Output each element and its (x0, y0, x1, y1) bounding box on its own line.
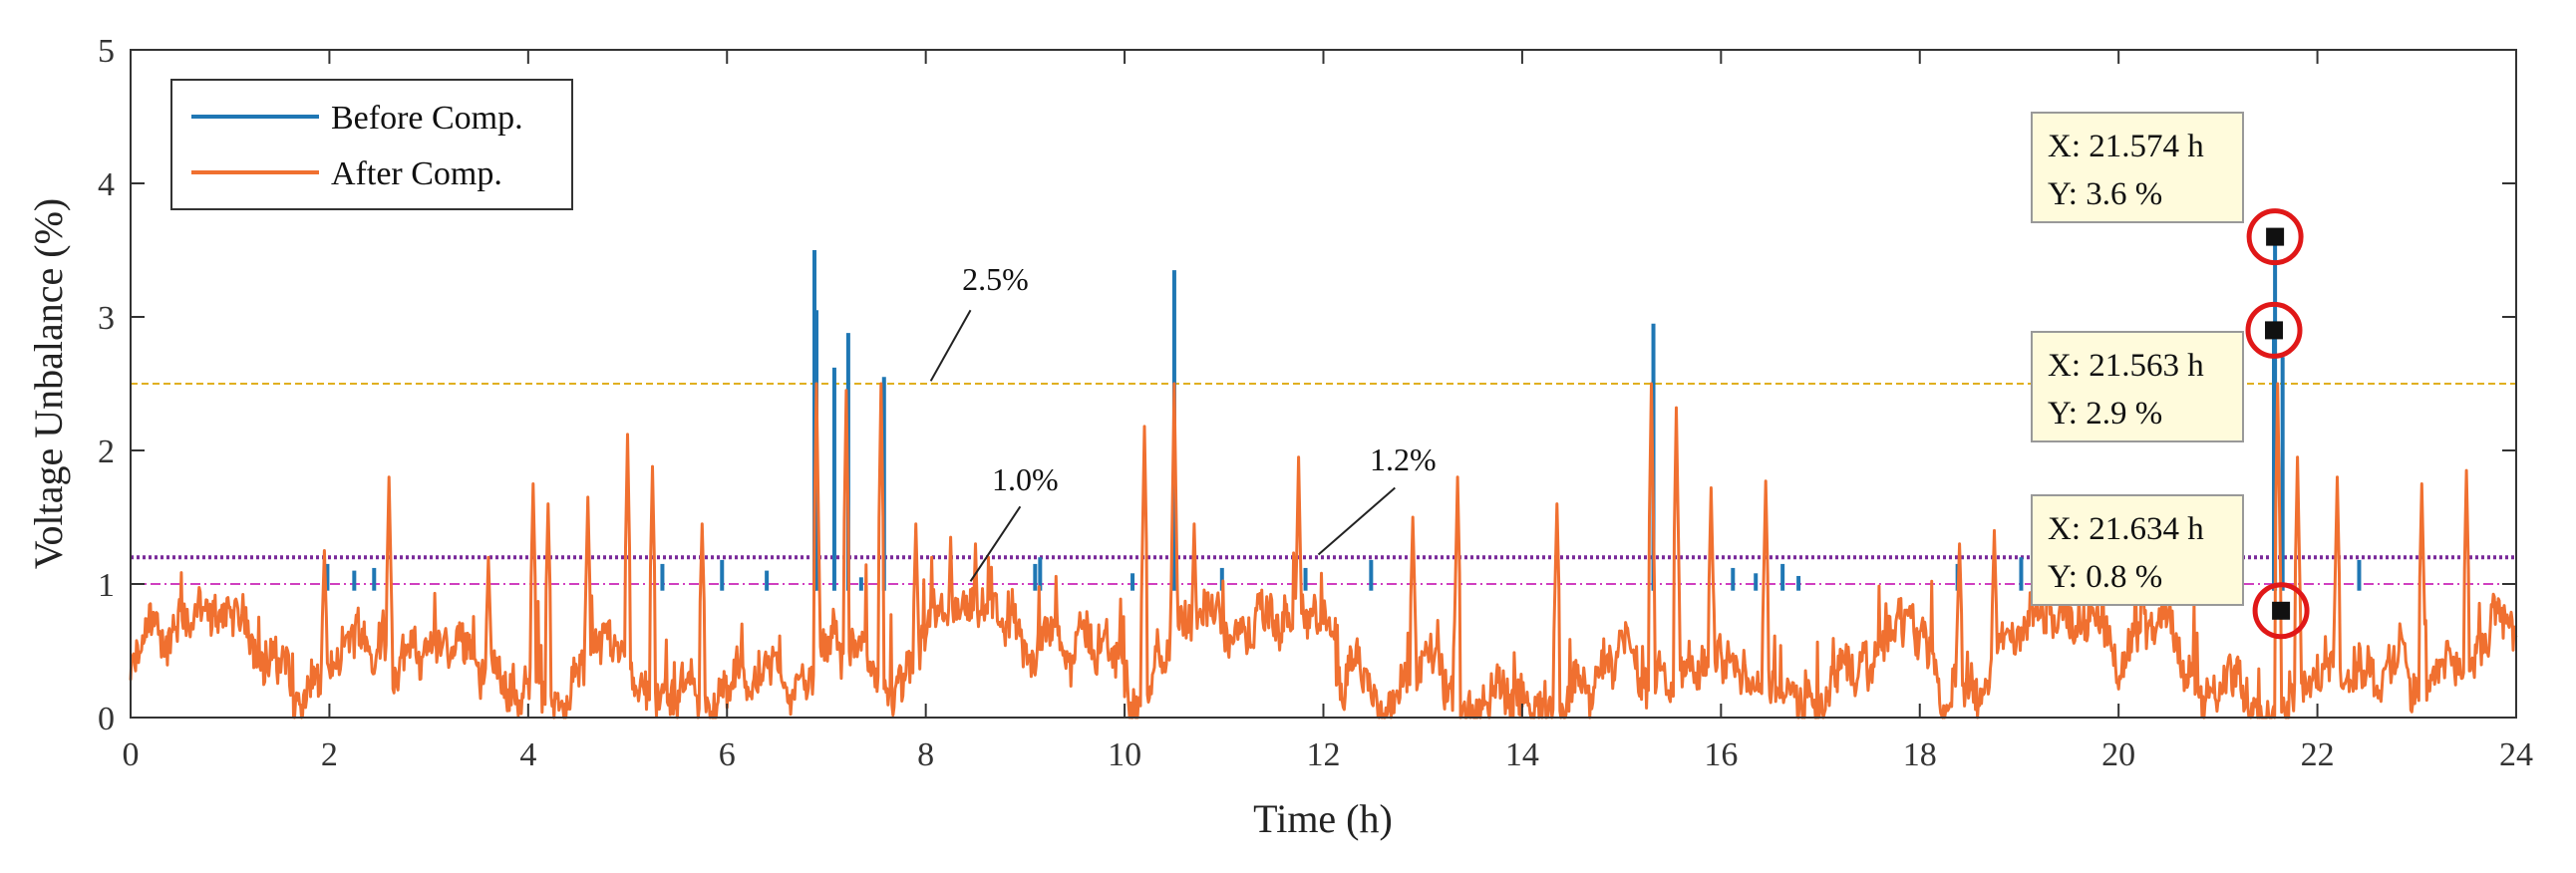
annotation-leader-2 (1317, 486, 1396, 556)
y-tick-label-5: 5 (98, 33, 115, 70)
x-tick-label-4: 8 (917, 736, 934, 773)
datatips: X: 21.574 h Y: 3.6 % X: 21.563 h Y: 2.9 % X:… (2031, 112, 2310, 640)
x-tick-label-11: 22 (2301, 736, 2335, 773)
legend-label-after: After Comp. (331, 155, 502, 192)
datatip-circle-2 (2252, 582, 2310, 640)
datatip-y-label-0: Y: 3.6 % (2048, 176, 2162, 212)
legend-box (170, 79, 573, 210)
datatip-x-label-1: X: 21.563 h (2048, 348, 2204, 384)
x-tick-label-6: 12 (1307, 736, 1341, 773)
datatip-box-2 (2031, 494, 2244, 606)
legend-label-before: Before Comp. (331, 100, 523, 137)
datatip-circle-1 (2245, 301, 2303, 359)
after-comp-series (129, 382, 2518, 720)
x-tick-label-9: 18 (1903, 736, 1937, 773)
x-tick-label-7: 14 (1505, 736, 1539, 773)
datatip-x-label-2: X: 21.634 h (2048, 511, 2204, 547)
x-tick-label-8: 16 (1704, 736, 1738, 773)
datatip-box-1 (2031, 331, 2244, 442)
y-tick-label-0: 0 (98, 701, 115, 737)
after-comp-line (129, 382, 2518, 720)
x-tick-label-2: 4 (519, 736, 536, 773)
datatip-marker-0 (2266, 227, 2285, 246)
x-tick-label-1: 2 (321, 736, 338, 773)
x-tick-label-5: 10 (1108, 736, 1141, 773)
legend: Before Comp. After Comp. (170, 79, 573, 210)
datatip-x-label-0: X: 21.574 h (2048, 129, 2204, 164)
annotation-leader-0 (929, 309, 972, 382)
x-axis-title: Time (h) (1253, 796, 1393, 841)
datatip-circle-0 (2246, 208, 2304, 266)
y-tick-label-3: 3 (98, 300, 115, 337)
x-tick-label-3: 6 (719, 736, 736, 773)
datatip-y-label-1: Y: 2.9 % (2048, 396, 2162, 432)
annotations: 2.5% 1.0% 1.2% (929, 261, 1437, 582)
x-tick-label-10: 20 (2101, 736, 2135, 773)
x-tick-label-12: 24 (2499, 736, 2533, 773)
datatip-box-0 (2031, 112, 2244, 223)
y-axis-title: Voltage Unbalance (%) (26, 198, 71, 569)
annotation-label-0: 2.5% (962, 261, 1029, 297)
annotation-leader-1 (969, 505, 1022, 582)
annotation-label-1: 1.0% (992, 461, 1059, 497)
datatip-marker-1 (2265, 321, 2284, 340)
datatip-y-label-2: Y: 0.8 % (2048, 559, 2162, 595)
x-tick-label-0: 0 (123, 736, 140, 773)
annotation-label-2: 1.2% (1370, 441, 1437, 477)
y-tick-label-1: 1 (98, 567, 115, 604)
datatip-marker-2 (2272, 601, 2291, 620)
y-tick-label-2: 2 (98, 434, 115, 470)
y-tick-label-4: 4 (98, 166, 115, 203)
